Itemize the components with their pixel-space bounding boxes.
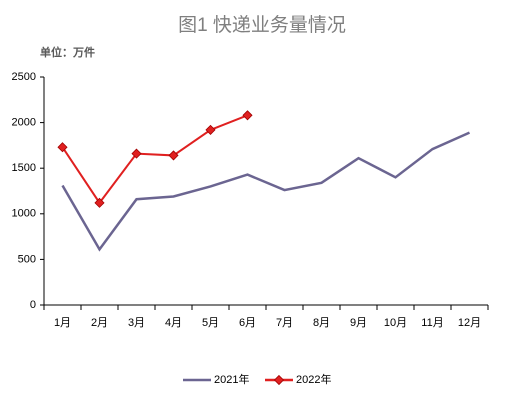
x-tick-label: 4月 — [165, 317, 182, 329]
x-tick-label: 5月 — [202, 317, 219, 329]
series-line — [61, 131, 471, 252]
y-tick-label: 500 — [18, 253, 36, 265]
x-tick-label: 7月 — [276, 317, 293, 329]
x-tick-label: 1月 — [54, 317, 71, 329]
y-tick-label: 1500 — [12, 162, 36, 174]
x-tick-label: 2月 — [91, 317, 108, 329]
x-tick-label: 9月 — [350, 317, 367, 329]
legend-label: 2022年 — [296, 372, 331, 386]
x-tick-label: 3月 — [128, 317, 145, 329]
y-tick-label: 0 — [30, 299, 36, 311]
y-tick-label: 1000 — [12, 208, 36, 220]
point-marker — [242, 110, 253, 121]
point-marker — [94, 197, 105, 208]
y-tick-label: 2500 — [12, 71, 36, 83]
legend-label: 2021年 — [214, 372, 249, 386]
point-marker — [57, 142, 68, 153]
legend-marker — [273, 374, 285, 386]
point-marker — [131, 148, 142, 159]
x-tick-label: 6月 — [239, 317, 256, 329]
x-tick-label: 10月 — [384, 317, 407, 329]
point-marker — [168, 150, 179, 161]
unit-label: 单位：万件 — [40, 45, 95, 59]
series-line — [61, 114, 248, 205]
x-tick-label: 12月 — [458, 317, 481, 329]
y-tick-label: 2000 — [12, 117, 36, 129]
x-tick-label: 8月 — [313, 317, 330, 329]
chart-title: 图1 快递业务量情况 — [178, 14, 346, 36]
point-marker — [205, 124, 216, 135]
x-tick-label: 11月 — [421, 317, 443, 329]
